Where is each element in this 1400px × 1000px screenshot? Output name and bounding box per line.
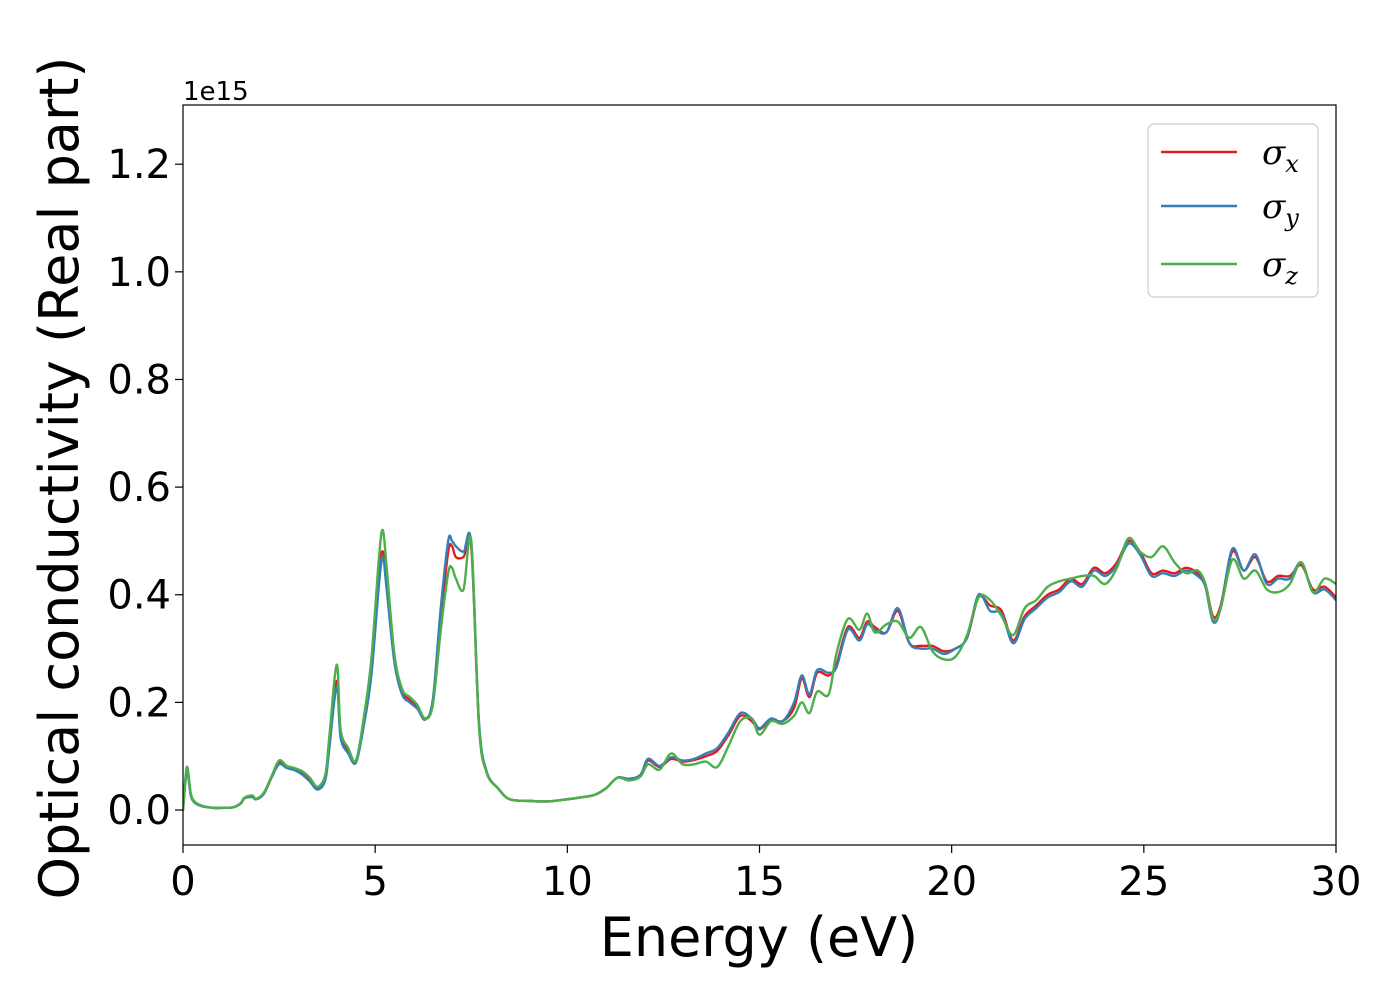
y-tick-label: 0.2: [107, 680, 171, 726]
x-axis: 0 5 10 15 20 25 30: [170, 845, 1361, 905]
y-tick-label: 0.4: [107, 573, 171, 619]
x-tick-label: 30: [1311, 859, 1362, 905]
y-tick-label: 0.6: [107, 465, 171, 511]
x-tick-label: 25: [1118, 859, 1169, 905]
x-tick-label: 5: [362, 859, 387, 905]
y-tick-label: 1.0: [107, 250, 171, 296]
y-tick-label: 1.2: [107, 142, 171, 188]
y-axis: 0.0 0.2 0.4 0.6 0.8 1.0 1.2: [107, 142, 183, 834]
plot-area: [182, 104, 1337, 846]
y-tick-label: 0.0: [107, 788, 171, 834]
series-layer: [183, 528, 1336, 812]
y-offset-label: 1e15: [183, 77, 249, 107]
y-axis-title: Optical conductivity (Real part): [28, 57, 91, 900]
x-axis-title: Energy (eV): [600, 906, 919, 969]
x-tick-label: 15: [734, 859, 785, 905]
x-tick-label: 20: [926, 859, 977, 905]
x-tick-label: 0: [170, 859, 195, 905]
y-tick-label: 0.8: [107, 357, 171, 403]
series-line-z: [183, 528, 1336, 812]
legend-box: [1147, 123, 1319, 298]
x-tick-label: 10: [542, 859, 593, 905]
